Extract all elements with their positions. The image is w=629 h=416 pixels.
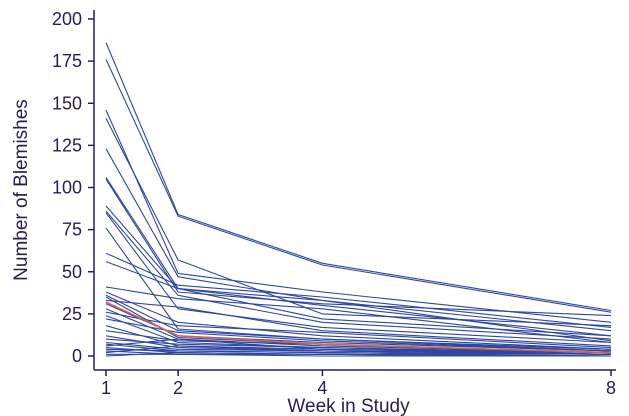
y-axis-title: Number of Blemishes [11,99,32,281]
series-line-2 [105,59,612,313]
series-line-34 [105,345,612,355]
series-line-5 [105,148,612,332]
series-line-14 [105,286,612,344]
series-line-7 [105,178,612,317]
y-tick-label: 50 [62,262,82,282]
series-line-1 [105,42,612,312]
series-line-36 [105,352,612,357]
y-tick-label: 0 [72,346,82,366]
x-tick-label: 8 [606,378,616,398]
series-line-10 [105,212,612,344]
y-tick-label: 75 [62,220,82,240]
x-tick-label: 2 [173,378,183,398]
series-line-30 [105,338,612,354]
x-ticks: 1 2 4 8 [101,370,616,398]
y-tick-label: 125 [52,135,82,155]
series-line-16 [105,294,612,352]
y-tick-label: 25 [62,304,82,324]
series-line-11 [105,227,612,350]
y-tick-label: 100 [52,178,82,198]
highlighted-series-line [105,301,612,354]
series-lines [105,42,612,357]
series-line-13 [105,261,612,342]
series-line-12 [105,252,612,328]
x-tick-label: 1 [101,378,111,398]
y-ticks: 0 25 50 75 100 125 150 175 200 [52,9,94,366]
x-axis-title: Week in Study [287,396,410,416]
series-line-4 [105,118,612,327]
series-line-32 [105,348,612,355]
series-line-3 [105,109,612,323]
x-tick-label: 4 [317,378,327,398]
series-line-27 [105,338,612,354]
series-line-9 [105,210,612,340]
series-line-23 [105,318,612,352]
y-tick-label: 200 [52,9,82,29]
y-tick-label: 175 [52,51,82,71]
y-tick-label: 150 [52,93,82,113]
series-line-18 [105,299,612,347]
